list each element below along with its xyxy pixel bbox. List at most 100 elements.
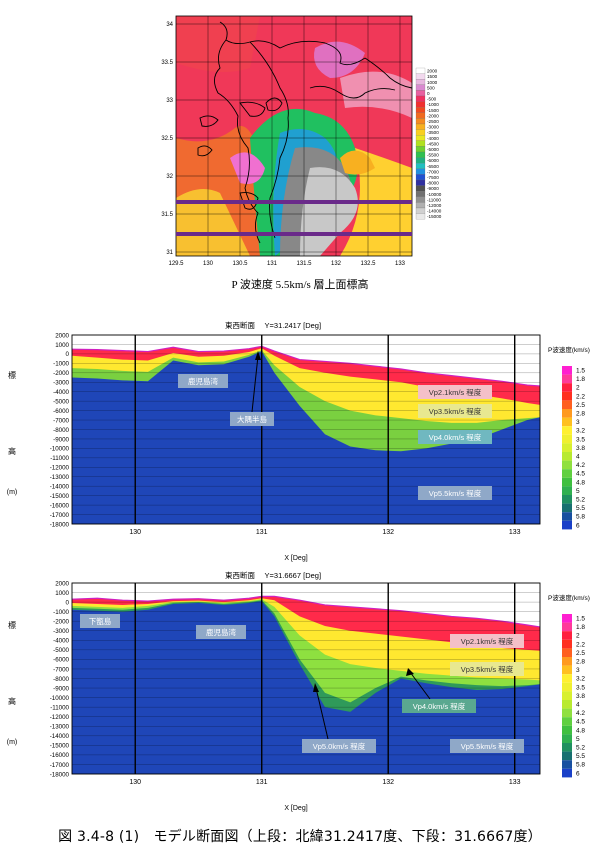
velocity-swatch	[562, 486, 572, 495]
map-legend-swatch	[415, 146, 426, 153]
map-legend-swatch	[415, 157, 426, 164]
y-tick-label: -5000	[53, 647, 69, 654]
map-x-tick: 133	[395, 261, 406, 267]
map-legend-value: -4000	[427, 136, 439, 141]
label-box	[80, 614, 120, 628]
map-legend-swatch	[415, 129, 426, 136]
y-tick-label: -12000	[50, 465, 70, 472]
y-tick-label: 0	[66, 599, 70, 606]
y-tick-label: -16000	[50, 752, 70, 759]
map-legend-value: -3500	[427, 130, 439, 135]
map-legend-swatch	[415, 84, 426, 91]
y-tick-label: -1000	[53, 609, 69, 616]
velocity-legend-title: P波速度(km/s)	[548, 593, 590, 602]
map-y-tick: 32	[166, 174, 173, 180]
velocity-value: 5.5	[576, 753, 585, 760]
layer-Vp5.5kms	[72, 351, 540, 524]
y-tick-label: -16000	[50, 502, 70, 509]
topography-line	[71, 595, 541, 628]
map-legend-value: -6500	[427, 164, 439, 169]
label-box	[402, 699, 476, 713]
velocity-value: 3	[576, 419, 580, 426]
velocity-swatch	[562, 391, 572, 401]
cross-section-top: 東西断面 Y=31.2417 [Deg] 2000 1000 0 -1000 -2000…	[7, 320, 590, 562]
map-legend-value: -1000	[427, 102, 439, 107]
map-legend-value: -14000	[427, 209, 442, 214]
map-y-tick: 31.5	[161, 212, 173, 218]
y-tick-label: -17000	[50, 512, 70, 519]
map-x-tick: 130	[203, 261, 214, 267]
label-kagoshima-bay: 鹿児島湾	[188, 376, 218, 386]
velocity-swatch	[562, 622, 572, 632]
velocity-swatch	[562, 400, 572, 409]
label-vp21: Vp2.1km/s 程度	[461, 636, 514, 646]
velocity-swatch	[562, 657, 572, 666]
velocity-swatch	[562, 700, 572, 709]
map-legend-swatch	[415, 140, 426, 147]
y-tick-label: -10000	[50, 446, 70, 453]
velocity-value: 3.2	[576, 676, 585, 683]
velocity-value: 2	[576, 385, 580, 392]
velocity-swatch	[562, 366, 572, 375]
velocity-swatch	[562, 409, 572, 418]
map-legend-value: -12000	[427, 203, 442, 208]
velocity-value: 1.8	[576, 624, 585, 631]
y-tick-label: -4000	[53, 389, 69, 396]
map-legend-value: -500	[427, 97, 437, 102]
velocity-value: 6	[576, 522, 580, 529]
y-tick-label: -8000	[53, 676, 69, 683]
label-vp40: Vp4.0km/s 程度	[413, 701, 466, 711]
y-tick-label: -7000	[53, 417, 69, 424]
velocity-value: 4.5	[576, 719, 585, 726]
map-y-tick: 33.5	[161, 60, 173, 66]
x-axis-label: X [Deg]	[284, 805, 307, 812]
label-box	[450, 739, 524, 753]
velocity-layers	[71, 335, 541, 524]
x-tick-label: 133	[509, 779, 521, 786]
velocity-value: 3	[576, 667, 580, 674]
map-legend-value: -9000	[427, 186, 439, 191]
y-tick-label: -1000	[53, 361, 69, 368]
map-x-tick: 129.5	[168, 261, 184, 267]
velocity-swatch	[562, 725, 572, 735]
map-legend-swatch	[415, 118, 426, 125]
velocity-swatch	[562, 443, 572, 452]
map-legend-value: -6000	[427, 158, 439, 163]
map-legend-value: 0	[427, 91, 430, 96]
velocity-value: 4.8	[576, 479, 585, 486]
velocity-swatch	[562, 648, 572, 657]
map-legend-swatch	[415, 202, 426, 209]
label-kagoshima-bay: 鹿児島湾	[206, 627, 236, 637]
figure-caption: 図 3.4-8 (1) モデル断面図（上段：北緯31.2417度、下段：31.6…	[58, 829, 542, 845]
map-legend-swatch	[415, 67, 426, 74]
section-title: 東西断面 Y=31.6667 [Deg]	[225, 570, 321, 580]
y-tick-label: -13000	[50, 724, 70, 731]
x-tick-label: 132	[382, 529, 394, 536]
velocity-value: 4.5	[576, 471, 585, 478]
map-x-tick: 132.5	[360, 261, 376, 267]
depth-contour-map: 129.5 130 130.5 131 131.5 132 132.5 133 …	[161, 15, 442, 267]
velocity-swatch	[562, 434, 572, 444]
cross-section-bottom: 東西断面 Y=31.6667 [Deg] 2000 1000 0 -1000 -2000…	[7, 570, 590, 812]
label-vp35: Vp3.5km/s 程度	[429, 406, 482, 416]
velocity-value: 6	[576, 770, 580, 777]
y-axis-label-char: 標	[8, 370, 16, 380]
velocity-swatch	[562, 520, 572, 530]
velocity-value: 2.5	[576, 402, 585, 409]
arrow-osumi	[251, 355, 259, 413]
map-legend-swatch	[415, 79, 426, 85]
y-tick-label: -11000	[50, 455, 69, 462]
label-box	[230, 412, 274, 426]
velocity-swatch	[562, 751, 572, 761]
velocity-swatch	[562, 503, 572, 513]
velocity-swatch	[562, 426, 572, 435]
x-tick-label: 133	[509, 529, 521, 536]
velocity-value: 4	[576, 702, 580, 709]
velocity-swatch	[562, 477, 572, 487]
map-legend-value: 1000	[427, 80, 438, 85]
map-x-tick: 131.5	[296, 261, 312, 267]
velocity-swatch	[562, 768, 572, 778]
velocity-value: 3.8	[576, 693, 585, 700]
velocity-value: 2	[576, 633, 580, 640]
velocity-swatch	[562, 460, 572, 470]
